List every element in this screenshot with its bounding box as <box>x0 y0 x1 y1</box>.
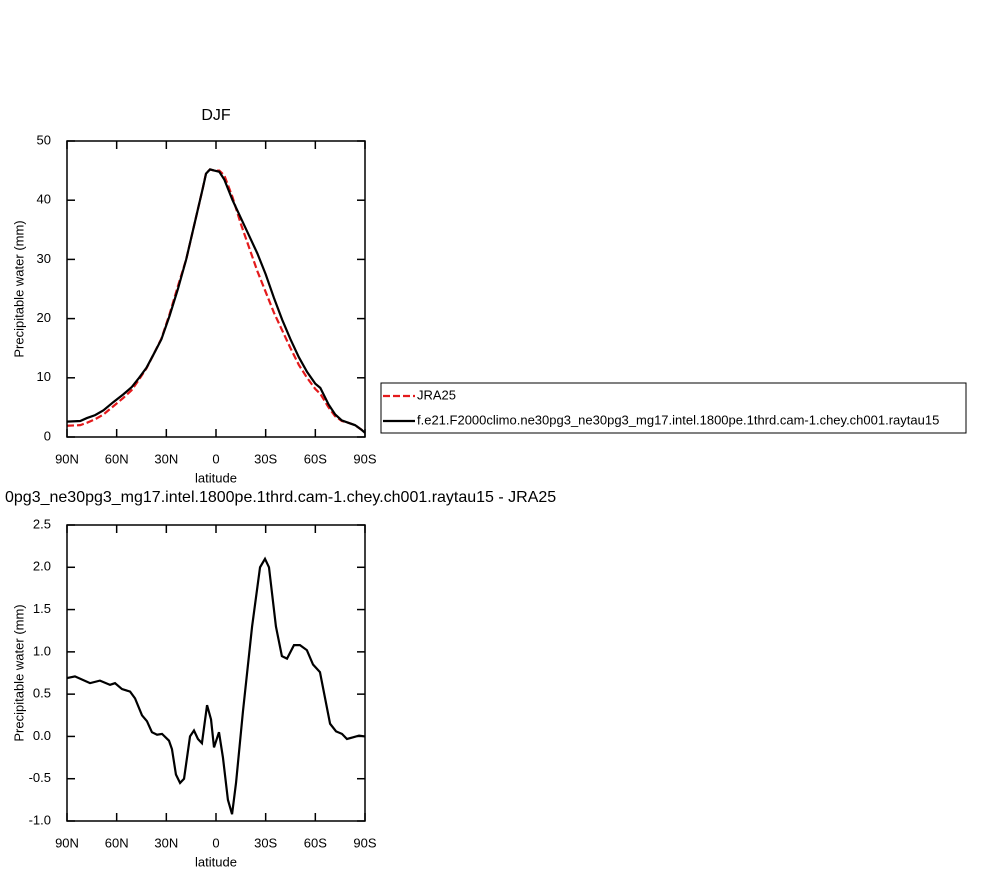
data-line <box>66 168 366 434</box>
x-tick-label: 0 <box>212 835 219 850</box>
x-tick-label: 60N <box>105 835 129 850</box>
x-tick-label: 90S <box>353 451 376 466</box>
x-tick-label: 90N <box>55 835 79 850</box>
legend-box <box>380 382 967 434</box>
y-tick-label: -0.5 <box>29 770 51 785</box>
x-tick-label: 60N <box>105 451 129 466</box>
y-tick-label: 10 <box>37 369 51 384</box>
y-tick-label: -1.0 <box>29 812 51 827</box>
y-axis-label: Precipitable water (mm) <box>11 220 26 357</box>
legend-label: JRA25 <box>417 387 456 402</box>
y-tick-label: 2.5 <box>33 516 51 531</box>
y-tick-label: 20 <box>37 310 51 325</box>
y-tick-label: 1.0 <box>33 643 51 658</box>
y-axis-label: Precipitable water (mm) <box>11 604 26 741</box>
y-tick-label: 40 <box>37 192 51 207</box>
x-tick-label: 90N <box>55 451 79 466</box>
y-tick-label: 1.5 <box>33 601 51 616</box>
y-tick-label: 0.5 <box>33 686 51 701</box>
x-tick-label: 30S <box>254 451 277 466</box>
x-tick-label: 30S <box>254 835 277 850</box>
y-tick-label: 0 <box>44 428 51 443</box>
plot-frame <box>66 140 366 438</box>
x-axis-label: latitude <box>195 854 237 869</box>
plot-frame <box>66 524 366 822</box>
x-tick-label: 90S <box>353 835 376 850</box>
chart-title: DJF <box>201 107 231 124</box>
y-tick-label: 30 <box>37 251 51 266</box>
chart-title: 0pg3_ne30pg3_mg17.intel.1800pe.1thrd.cam… <box>5 489 556 506</box>
x-tick-label: 30N <box>154 451 178 466</box>
y-tick-label: 2.0 <box>33 559 51 574</box>
x-axis-label: latitude <box>195 470 237 485</box>
x-tick-label: 30N <box>154 835 178 850</box>
y-tick-label: 0.0 <box>33 728 51 743</box>
x-tick-label: 60S <box>304 835 327 850</box>
data-line <box>66 168 366 434</box>
data-line <box>66 556 366 815</box>
x-tick-label: 60S <box>304 451 327 466</box>
x-tick-label: 0 <box>212 451 219 466</box>
legend-label: f.e21.F2000climo.ne30pg3_ne30pg3_mg17.in… <box>417 412 939 427</box>
y-tick-label: 50 <box>37 132 51 147</box>
